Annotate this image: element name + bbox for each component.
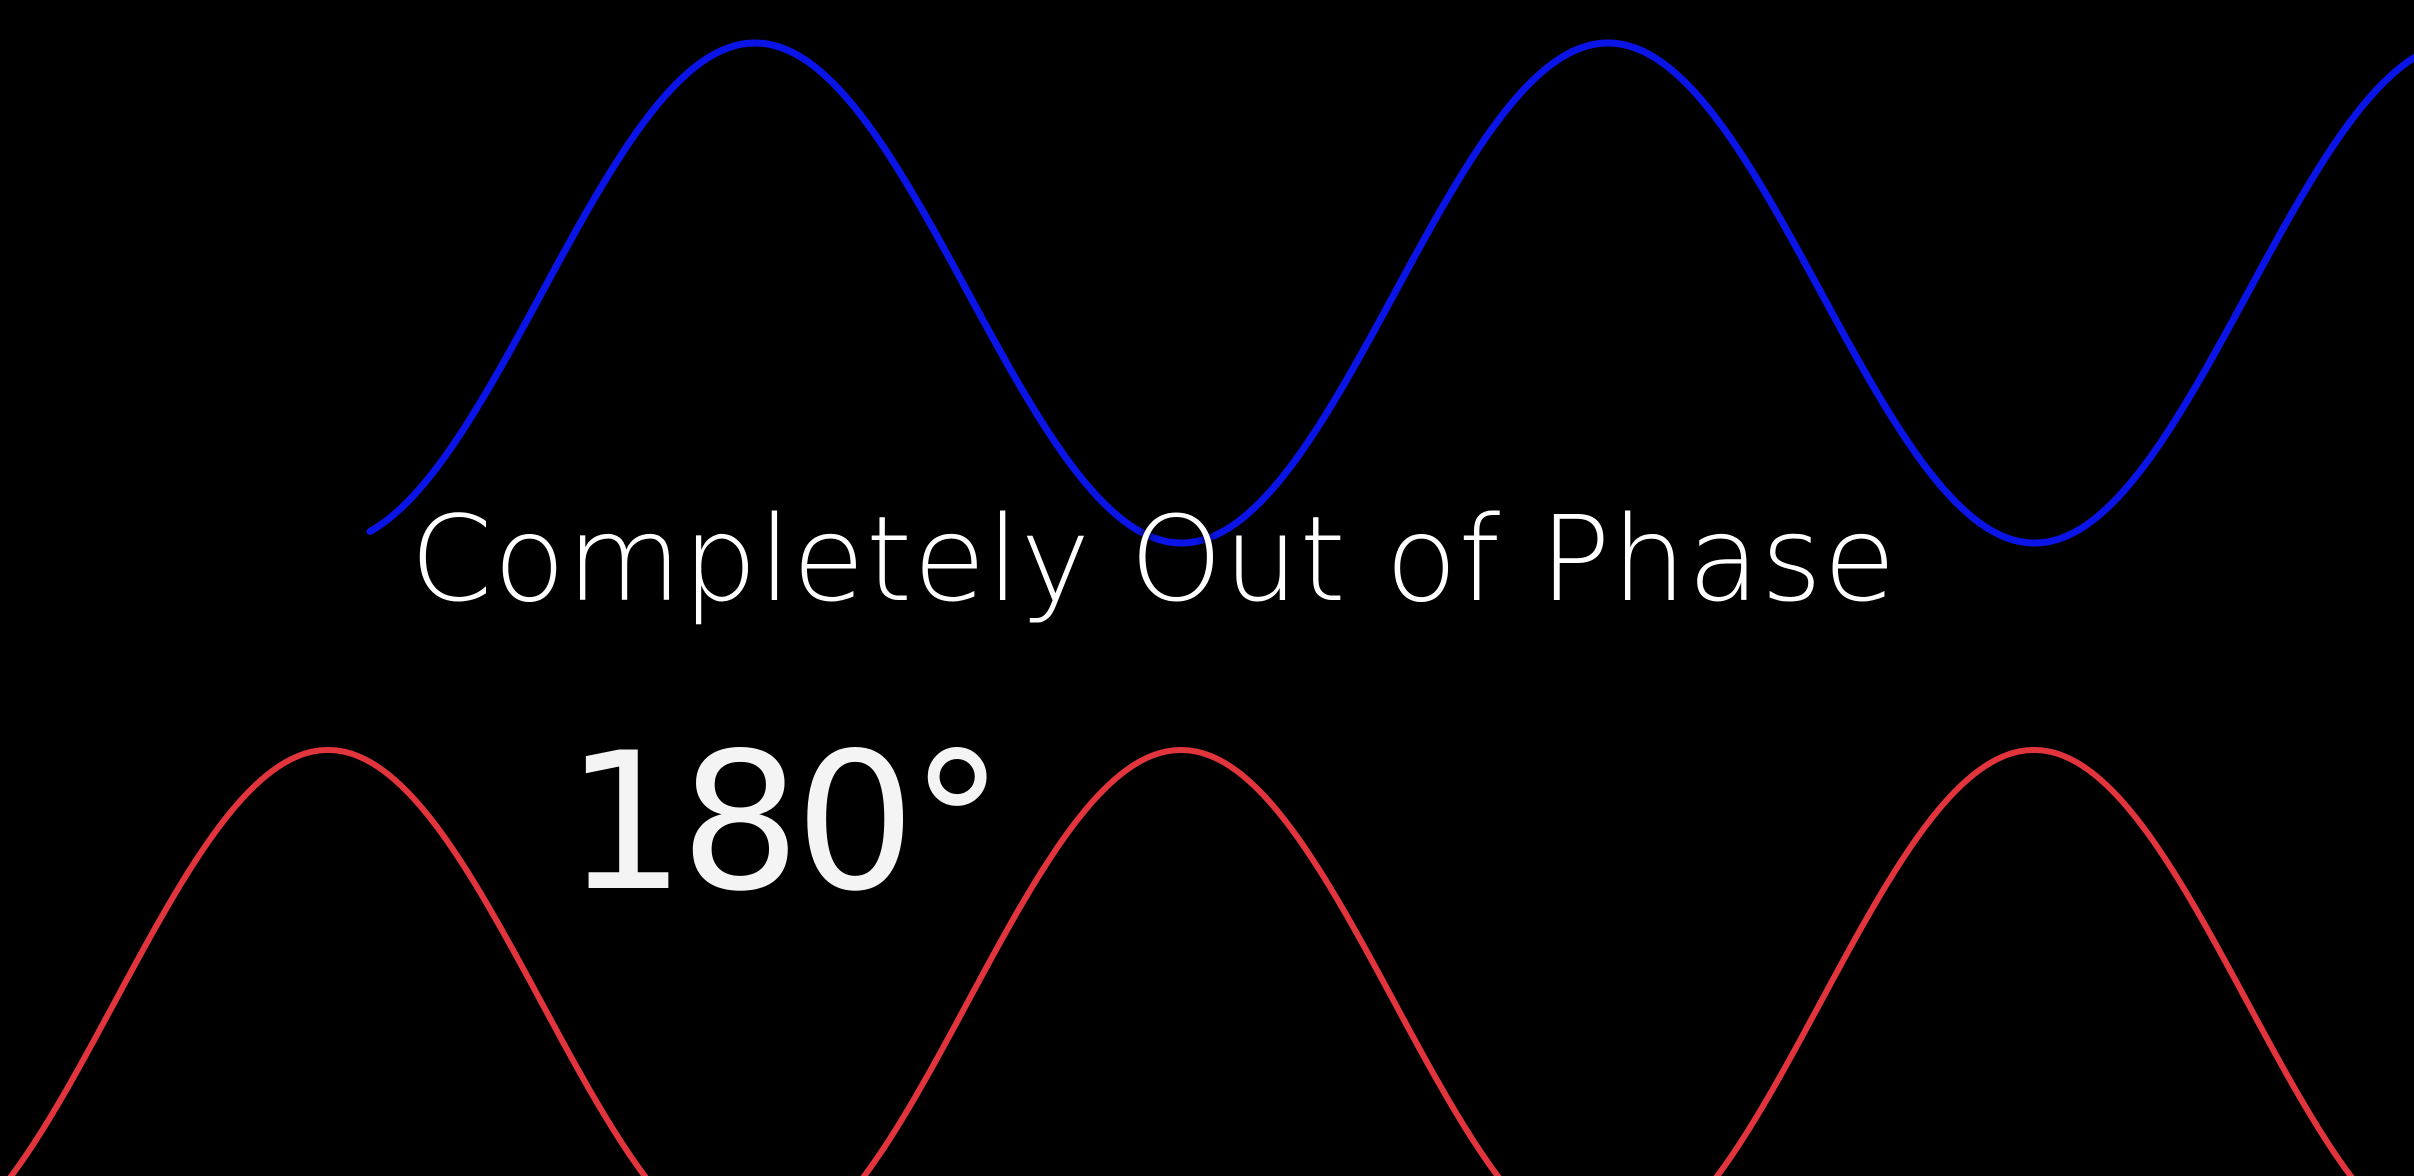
- phase-degrees-label: 180°: [565, 712, 1005, 933]
- red-sine-wave: [7, 747, 2355, 1176]
- blue-sine-wave: [366, 39, 2414, 547]
- phase-title: Completely Out of Phase: [410, 490, 1897, 628]
